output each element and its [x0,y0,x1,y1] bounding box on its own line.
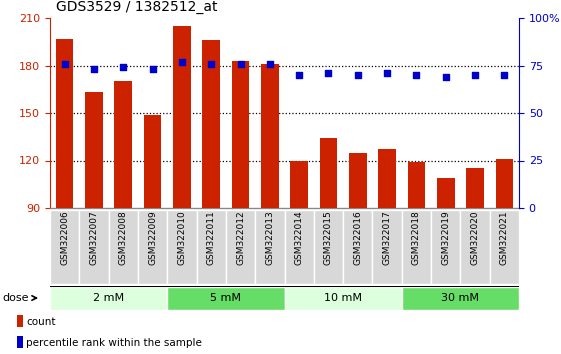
Bar [402,210,431,285]
Text: 30 mM: 30 mM [442,293,480,303]
Text: dose: dose [2,293,36,303]
Text: count: count [26,317,56,327]
Point [353,72,362,78]
Point [177,59,186,64]
Bar [495,159,513,208]
Bar [408,162,425,208]
Text: GSM322006: GSM322006 [60,210,69,265]
Bar [402,287,519,310]
Text: GSM322009: GSM322009 [148,210,157,265]
Bar [314,210,343,285]
Bar [56,39,73,208]
Point [148,67,157,72]
Bar [378,149,396,208]
Point [500,72,509,78]
Point [119,64,128,70]
Point [442,74,450,80]
Bar [17,336,23,348]
Point [90,67,99,72]
Bar [349,153,366,208]
Text: 10 mM: 10 mM [324,293,362,303]
Text: GSM322017: GSM322017 [383,210,392,265]
Text: GSM322015: GSM322015 [324,210,333,265]
Text: GSM322020: GSM322020 [471,210,480,265]
Text: GSM322021: GSM322021 [500,210,509,265]
Point [412,72,421,78]
Bar [490,210,519,285]
Bar [17,315,23,327]
Text: GSM322010: GSM322010 [177,210,186,265]
Point [324,70,333,76]
Text: GSM322013: GSM322013 [265,210,274,265]
Text: GSM322012: GSM322012 [236,210,245,265]
Bar [138,210,167,285]
Bar [196,210,226,285]
Text: GSM322016: GSM322016 [353,210,362,265]
Bar [461,210,490,285]
Bar [291,160,308,208]
Bar [373,210,402,285]
Point [295,72,304,78]
Point [207,61,216,67]
Bar [466,169,484,208]
Bar [50,210,79,285]
Bar [261,64,279,208]
Bar [79,210,109,285]
Text: GSM322008: GSM322008 [119,210,128,265]
Bar [431,210,461,285]
Bar [109,210,138,285]
Text: GSM322007: GSM322007 [89,210,99,265]
Bar [50,287,167,310]
Bar [255,210,284,285]
Point [265,61,274,67]
Point [471,72,480,78]
Text: GSM322014: GSM322014 [295,210,304,265]
Point [236,61,245,67]
Text: GSM322018: GSM322018 [412,210,421,265]
Text: GSM322011: GSM322011 [206,210,216,265]
Text: GDS3529 / 1382512_at: GDS3529 / 1382512_at [56,0,217,14]
Bar [173,26,191,208]
Bar [232,61,249,208]
Bar [167,210,196,285]
Bar [284,287,402,310]
Bar [85,92,103,208]
Text: 2 mM: 2 mM [93,293,124,303]
Bar [284,210,314,285]
Bar [437,178,454,208]
Bar [226,210,255,285]
Bar [114,81,132,208]
Bar [320,138,337,208]
Text: GSM322019: GSM322019 [441,210,450,265]
Point [60,61,69,67]
Bar [144,115,162,208]
Bar [203,40,220,208]
Text: percentile rank within the sample: percentile rank within the sample [26,338,202,348]
Text: 5 mM: 5 mM [210,293,241,303]
Point [383,70,392,76]
Bar [167,287,284,310]
Bar [343,210,373,285]
